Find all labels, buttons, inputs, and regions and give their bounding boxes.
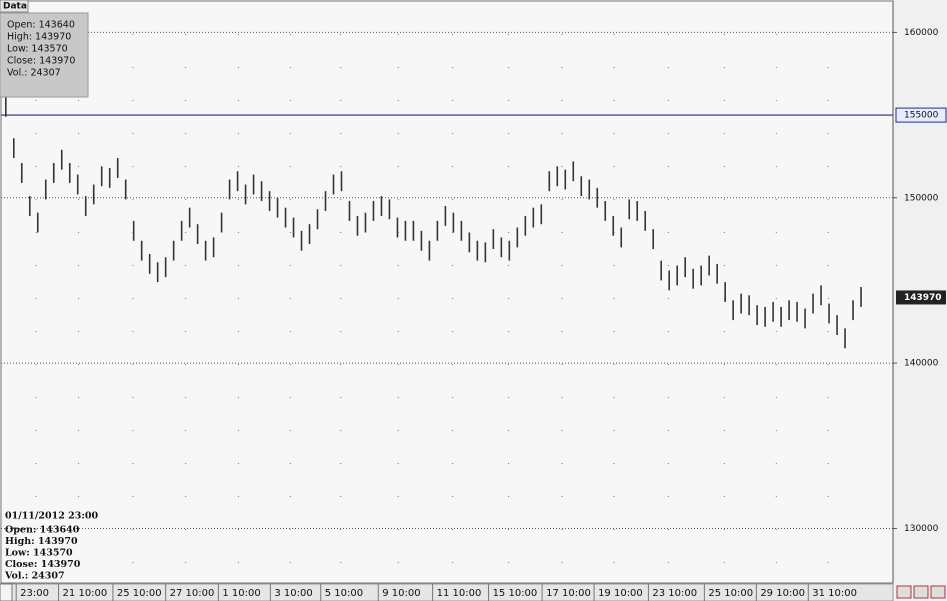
x-tick-label: 27 10:00: [170, 588, 215, 599]
footer-line: Vol.: 24307: [4, 571, 65, 582]
x-tick-label: 17 10:00: [546, 588, 591, 599]
scroll-button[interactable]: [0, 583, 13, 601]
info-line: Low: 143570: [7, 44, 68, 55]
y-tick-label: 140000: [904, 359, 939, 369]
data-box: [0, 12, 89, 98]
footer-line: Low: 143570: [5, 548, 73, 559]
x-tick-label: 25 10:00: [117, 588, 162, 599]
last-value-label: 143970: [904, 293, 942, 303]
x-tick-label: 3 10:00: [274, 588, 312, 599]
x-tick-label: 29 10:00: [760, 588, 805, 599]
hline-label: 155000: [904, 111, 939, 121]
y-tick-label: 150000: [904, 193, 939, 203]
info-line: High: 143970: [7, 32, 71, 43]
plot-area: [0, 0, 894, 584]
hline-label-box: [895, 107, 947, 123]
zoom-button[interactable]: [896, 585, 912, 599]
footer-line: Close: 143970: [5, 559, 81, 570]
footer-line: Open: 143640: [5, 525, 80, 536]
y-tick-label: 160000: [904, 28, 939, 38]
x-tick-label: 11 10:00: [437, 588, 482, 599]
x-tick-label: 5 10:00: [325, 588, 363, 599]
x-tick-label: 23:00: [20, 588, 49, 599]
x-tick-label: 15 10:00: [493, 588, 538, 599]
last-value-box: [896, 290, 946, 305]
info-line: Vol.: 24307: [7, 68, 61, 79]
x-tick-label: 19 10:00: [598, 588, 643, 599]
zoom-button[interactable]: [913, 585, 929, 599]
info-line: Open: 143640: [7, 20, 75, 31]
x-tick-label: 25 10:00: [708, 588, 753, 599]
footer-date: 01/11/2012 23:00: [5, 511, 98, 522]
footer-line: High: 143970: [5, 536, 78, 547]
x-tick-label: 23 10:00: [652, 588, 697, 599]
time-axis-bar: [0, 583, 894, 601]
x-tick-label: 31 10:00: [812, 588, 857, 599]
x-tick-label: 9 10:00: [382, 588, 420, 599]
info-line: Close: 143970: [7, 56, 75, 67]
x-tick-label: 1 10:00: [222, 588, 260, 599]
y-tick-label: 130000: [904, 524, 939, 534]
data-tab[interactable]: [0, 0, 29, 13]
zoom-button[interactable]: [930, 585, 946, 599]
data-tab-title: Data: [3, 2, 27, 12]
x-tick-label: 21 10:00: [63, 588, 108, 599]
